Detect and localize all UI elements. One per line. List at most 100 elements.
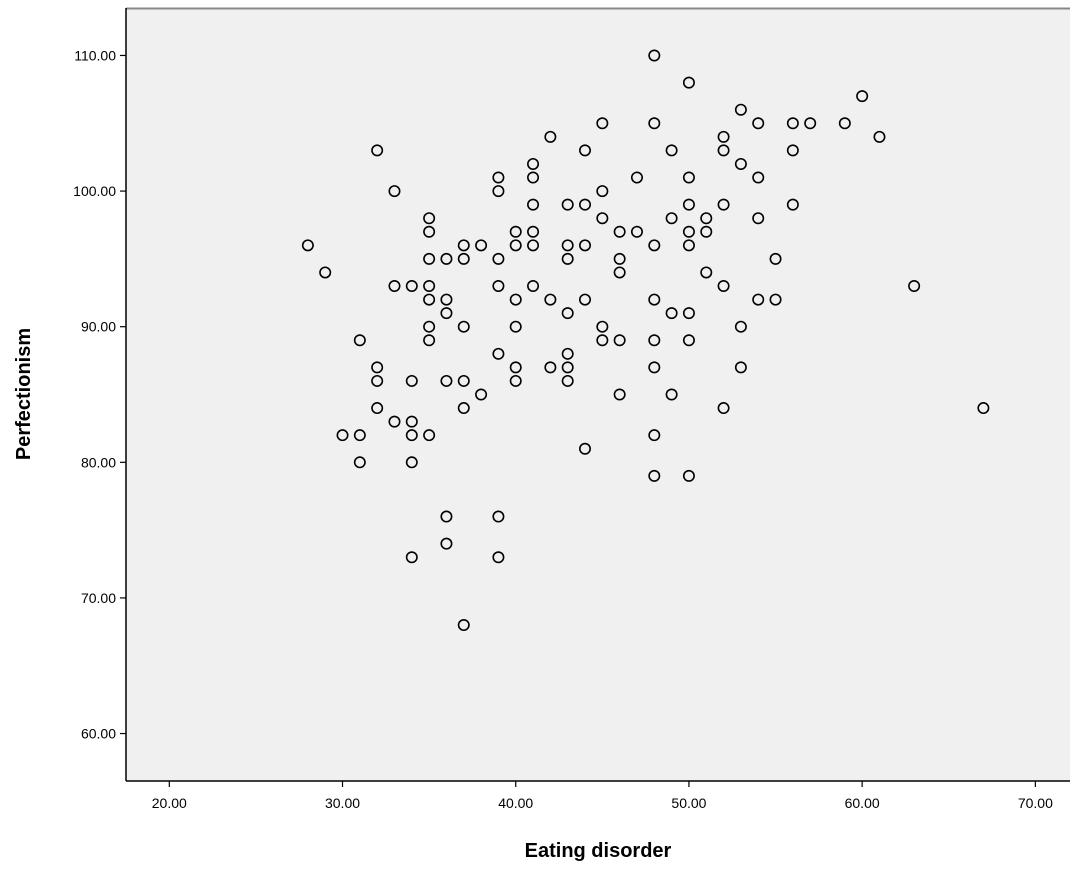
data-point xyxy=(648,361,661,374)
data-point xyxy=(561,239,574,252)
data-point xyxy=(492,252,505,265)
data-point xyxy=(492,551,505,564)
data-point xyxy=(492,347,505,360)
data-point xyxy=(561,374,574,387)
data-point xyxy=(405,551,418,564)
data-point xyxy=(388,280,401,293)
x-tick-label: 40.00 xyxy=(498,795,533,811)
x-tick-label: 20.00 xyxy=(152,795,187,811)
y-tick-label: 80.00 xyxy=(81,454,116,470)
data-point xyxy=(734,361,747,374)
data-point xyxy=(509,225,522,238)
data-point xyxy=(648,334,661,347)
data-point xyxy=(596,185,609,198)
data-point xyxy=(405,415,418,428)
data-point xyxy=(423,293,436,306)
data-point xyxy=(423,334,436,347)
data-point xyxy=(509,293,522,306)
y-tick-label: 90.00 xyxy=(81,319,116,335)
data-point xyxy=(682,198,695,211)
data-point xyxy=(630,225,643,238)
data-point xyxy=(717,402,730,415)
data-point xyxy=(371,361,384,374)
data-point xyxy=(700,212,713,225)
data-point xyxy=(527,225,540,238)
data-point xyxy=(648,117,661,130)
data-point xyxy=(509,374,522,387)
data-point xyxy=(336,429,349,442)
data-point xyxy=(457,402,470,415)
data-point xyxy=(734,157,747,170)
data-point xyxy=(527,198,540,211)
data-point xyxy=(665,388,678,401)
data-point xyxy=(596,212,609,225)
data-point xyxy=(579,293,592,306)
data-point xyxy=(700,225,713,238)
data-point xyxy=(665,307,678,320)
data-point xyxy=(613,388,626,401)
data-point xyxy=(388,415,401,428)
data-point xyxy=(908,280,921,293)
data-point xyxy=(630,171,643,184)
data-point xyxy=(613,266,626,279)
data-point xyxy=(371,402,384,415)
x-tick-label: 60.00 xyxy=(845,795,880,811)
data-point xyxy=(405,456,418,469)
data-point xyxy=(527,157,540,170)
data-point xyxy=(579,198,592,211)
data-point xyxy=(579,144,592,157)
data-point xyxy=(561,347,574,360)
data-point xyxy=(786,144,799,157)
data-point xyxy=(440,293,453,306)
y-axis-title: Perfectionism xyxy=(13,328,35,460)
x-axis-ticks: 20.00 30.00 40.00 50.00 60.00 70.00 xyxy=(152,781,1053,811)
data-point xyxy=(440,307,453,320)
x-tick-label: 70.00 xyxy=(1018,795,1053,811)
data-point xyxy=(440,537,453,550)
data-point xyxy=(457,320,470,333)
data-point xyxy=(752,171,765,184)
y-tick-label: 100.00 xyxy=(73,183,116,199)
data-point xyxy=(700,266,713,279)
data-point xyxy=(682,334,695,347)
data-point xyxy=(492,185,505,198)
data-point xyxy=(717,130,730,143)
data-point xyxy=(544,293,557,306)
data-point xyxy=(561,307,574,320)
data-point xyxy=(856,90,869,103)
data-point xyxy=(596,320,609,333)
data-point xyxy=(769,252,782,265)
y-tick-label: 60.00 xyxy=(81,726,116,742)
data-point xyxy=(492,510,505,523)
data-point xyxy=(509,361,522,374)
data-point xyxy=(734,320,747,333)
data-point xyxy=(423,280,436,293)
data-point xyxy=(648,239,661,252)
data-point xyxy=(423,225,436,238)
data-points xyxy=(301,49,990,632)
data-point xyxy=(682,239,695,252)
x-tick-label: 50.00 xyxy=(671,795,706,811)
data-point xyxy=(717,280,730,293)
data-point xyxy=(388,185,401,198)
data-point xyxy=(544,361,557,374)
data-point xyxy=(440,374,453,387)
data-point xyxy=(838,117,851,130)
data-point xyxy=(977,402,990,415)
data-point xyxy=(579,239,592,252)
x-axis-title: Eating disorder xyxy=(525,840,672,862)
data-point xyxy=(353,334,366,347)
data-point xyxy=(682,307,695,320)
data-point xyxy=(752,212,765,225)
x-tick-label: 30.00 xyxy=(325,795,360,811)
plot-area xyxy=(126,8,1070,781)
data-point xyxy=(561,252,574,265)
data-point xyxy=(717,198,730,211)
data-point xyxy=(405,429,418,442)
y-axis-ticks: 60.00 70.00 80.00 90.00 100.00 110.00 xyxy=(73,47,126,742)
data-point xyxy=(873,130,886,143)
data-point xyxy=(786,198,799,211)
data-point xyxy=(423,212,436,225)
data-point xyxy=(492,280,505,293)
